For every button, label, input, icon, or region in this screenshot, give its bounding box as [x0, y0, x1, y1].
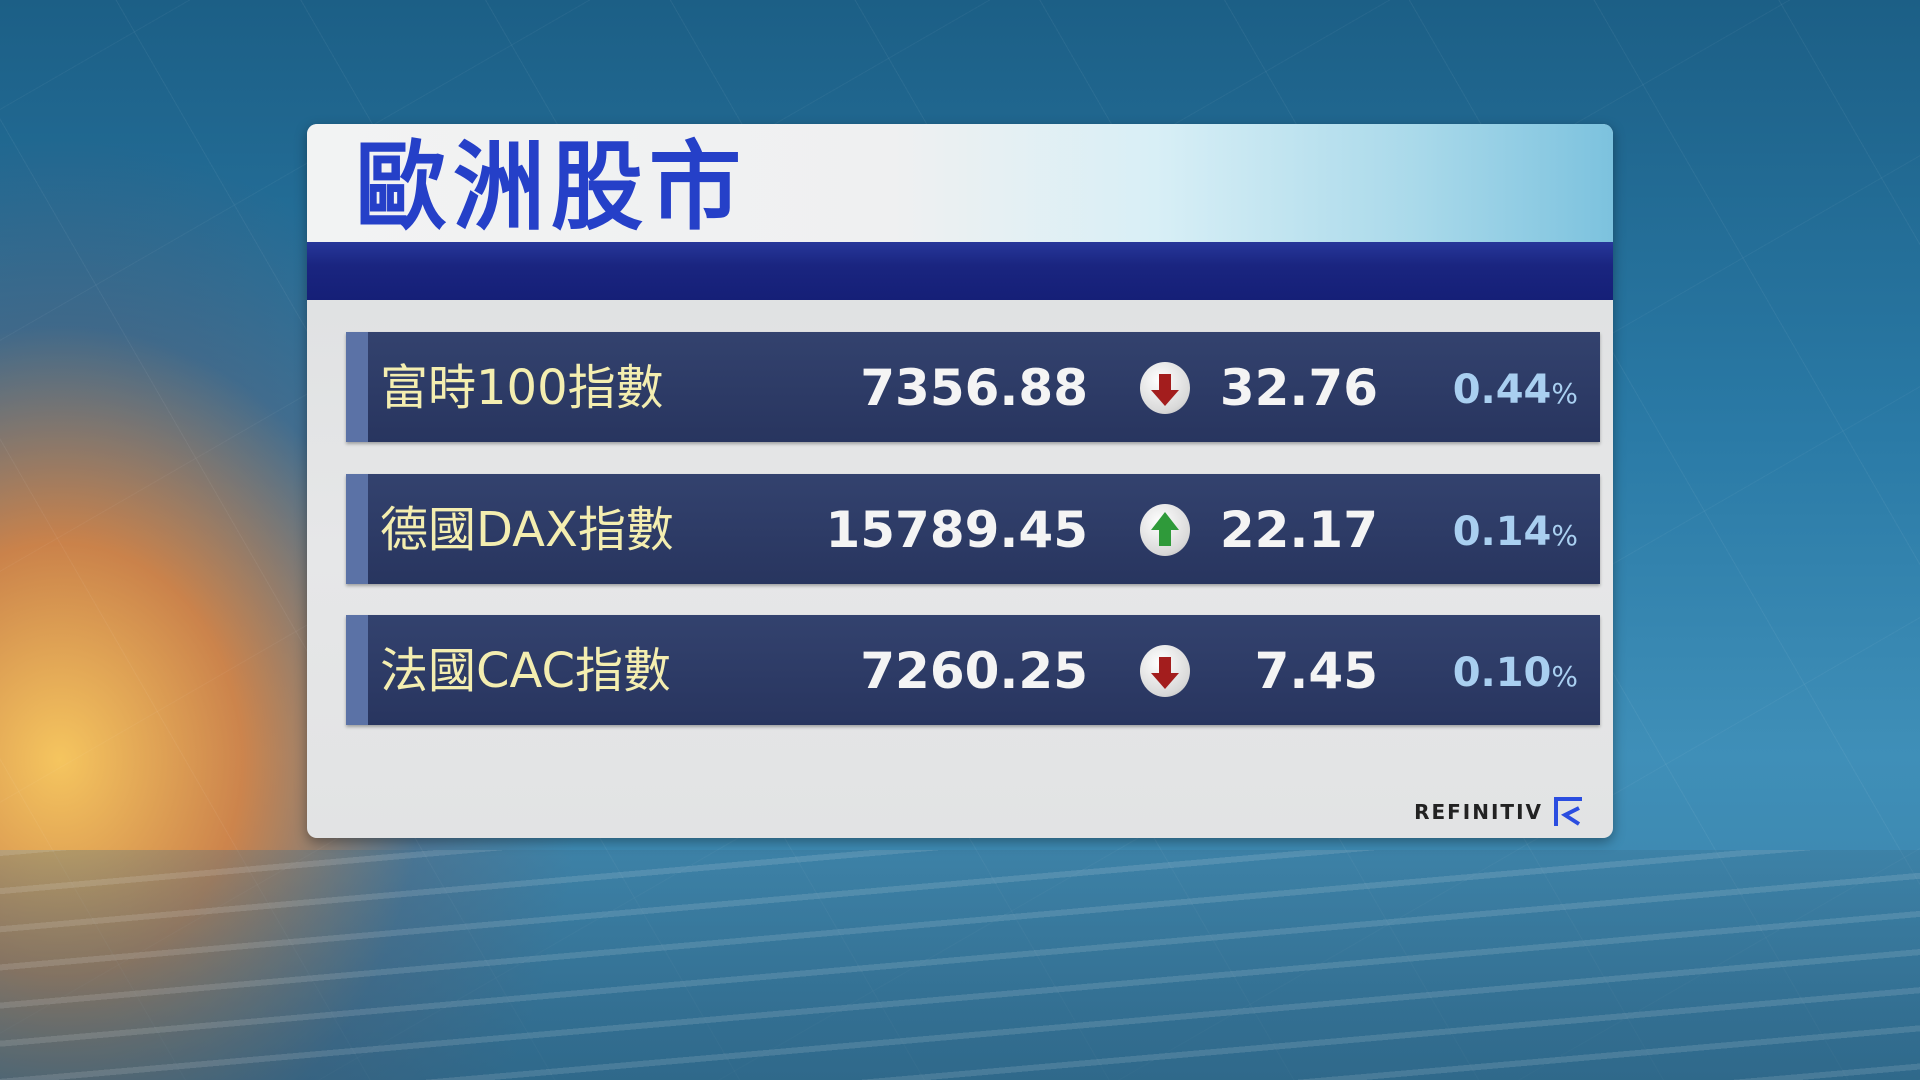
index-value: 7260.25: [860, 642, 1088, 700]
percent-value: 0.44: [1452, 367, 1552, 413]
up-arrow-icon: [1140, 504, 1190, 556]
down-arrow-icon: [1140, 362, 1190, 414]
header-bar: [307, 242, 1613, 300]
row-accent: [346, 332, 368, 442]
percent-sign: %: [1551, 519, 1578, 552]
index-percent: 0.44%: [1453, 362, 1578, 422]
index-change: 22.17: [1219, 501, 1378, 559]
down-arrow-icon: [1140, 645, 1190, 697]
index-value: 7356.88: [860, 359, 1088, 417]
logo-text: REFINITIV: [1414, 800, 1543, 824]
index-name: 德國DAX指數: [380, 502, 674, 558]
index-value: 15789.45: [825, 501, 1088, 559]
index-name: 富時100指數: [380, 360, 664, 416]
percent-value: 0.14: [1452, 509, 1552, 555]
row-accent: [346, 615, 368, 725]
refinitiv-logo-icon: [1554, 797, 1582, 826]
index-row: 德國DAX指數 15789.45 22.17 0.14%: [346, 474, 1600, 584]
index-change: 32.76: [1219, 359, 1378, 417]
market-panel: 歐洲股市 富時100指數 7356.88 32.76 0.44% 德國DAX指數…: [307, 124, 1613, 838]
index-percent: 0.10%: [1453, 645, 1578, 705]
refinitiv-logo: REFINITIV: [1414, 796, 1585, 828]
row-accent: [346, 474, 368, 584]
index-change: 7.45: [1254, 642, 1378, 700]
index-percent: 0.14%: [1453, 504, 1578, 564]
index-row: 富時100指數 7356.88 32.76 0.44%: [346, 332, 1600, 442]
percent-sign: %: [1551, 377, 1578, 410]
index-row: 法國CAC指數 7260.25 7.45 0.10%: [346, 615, 1600, 725]
percent-sign: %: [1551, 660, 1578, 693]
title-band: 歐洲股市: [307, 124, 1613, 242]
percent-value: 0.10: [1452, 650, 1552, 696]
index-name: 法國CAC指數: [380, 643, 672, 699]
background-floor: [0, 850, 1920, 1080]
page-title: 歐洲股市: [355, 131, 748, 244]
